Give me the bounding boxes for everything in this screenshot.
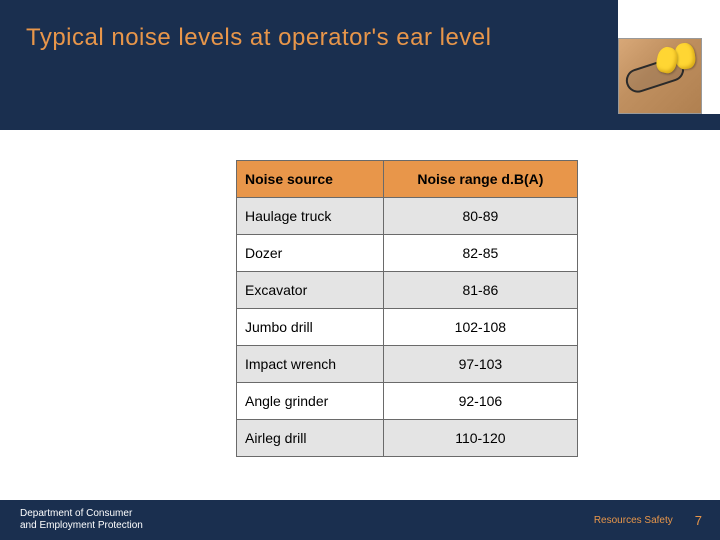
slide-title: Typical noise levels at operator's ear l…	[0, 0, 720, 52]
table-row: Impact wrench 97-103	[237, 346, 578, 383]
content-area: Noise source Noise range d.B(A) Haulage …	[0, 130, 720, 500]
resources-safety-label: Resources Safety	[594, 515, 673, 526]
page-number: 7	[673, 513, 720, 528]
cell-source: Haulage truck	[237, 198, 384, 235]
corner-white-top	[618, 0, 720, 38]
table-row: Dozer 82-85	[237, 235, 578, 272]
footer-bar: Department of Consumer and Employment Pr…	[0, 500, 720, 540]
col-header-source: Noise source	[237, 161, 384, 198]
cell-range: 102-108	[383, 309, 577, 346]
cell-range: 82-85	[383, 235, 577, 272]
cell-range: 110-120	[383, 420, 577, 457]
cell-source: Excavator	[237, 272, 384, 309]
col-header-range: Noise range d.B(A)	[383, 161, 577, 198]
cell-range: 97-103	[383, 346, 577, 383]
table-row: Airleg drill 110-120	[237, 420, 578, 457]
department-label: Department of Consumer and Employment Pr…	[0, 508, 143, 532]
table-row: Excavator 81-86	[237, 272, 578, 309]
cell-source: Angle grinder	[237, 383, 384, 420]
cell-range: 92-106	[383, 383, 577, 420]
cell-source: Impact wrench	[237, 346, 384, 383]
table-row: Jumbo drill 102-108	[237, 309, 578, 346]
cell-source: Airleg drill	[237, 420, 384, 457]
title-band: Typical noise levels at operator's ear l…	[0, 0, 720, 130]
cell-source: Dozer	[237, 235, 384, 272]
noise-levels-table: Noise source Noise range d.B(A) Haulage …	[236, 160, 578, 457]
corner-image-earplugs	[618, 38, 702, 114]
cell-source: Jumbo drill	[237, 309, 384, 346]
cell-range: 81-86	[383, 272, 577, 309]
department-line2: and Employment Protection	[20, 520, 143, 531]
cell-range: 80-89	[383, 198, 577, 235]
table-row: Angle grinder 92-106	[237, 383, 578, 420]
department-line1: Department of Consumer	[20, 508, 132, 519]
table-row: Haulage truck 80-89	[237, 198, 578, 235]
corner-white-right	[702, 38, 720, 114]
